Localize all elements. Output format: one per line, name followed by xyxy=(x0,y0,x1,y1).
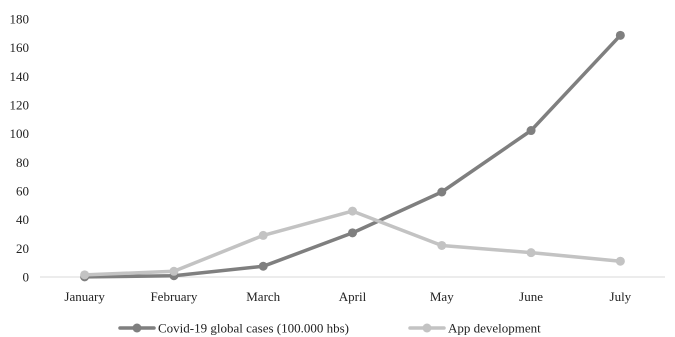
series-1-point xyxy=(526,126,536,136)
y-tick-label: 180 xyxy=(10,12,30,27)
series-line-1 xyxy=(82,33,623,279)
series-1-point xyxy=(348,228,357,238)
series-2-point xyxy=(615,256,625,266)
y-tick-label: 140 xyxy=(10,69,30,84)
series-2-point xyxy=(437,240,447,250)
y-tick-label: 100 xyxy=(10,126,30,141)
series-1-point xyxy=(615,30,625,40)
series-1-point xyxy=(258,261,268,271)
x-tick-label: April xyxy=(339,289,367,304)
legend: Covid-19 global cases (100.000 hbs) App d… xyxy=(118,321,541,336)
series-2-point xyxy=(348,206,357,216)
x-tick-label: March xyxy=(246,289,280,304)
y-tick-label: 60 xyxy=(16,184,29,199)
legend-label: Covid-19 global cases (100.000 hbs) xyxy=(158,321,349,336)
x-tick-label: February xyxy=(150,289,197,304)
y-tick-label: 20 xyxy=(16,241,29,256)
x-tick-label: June xyxy=(519,289,543,304)
y-tick-label: 120 xyxy=(10,98,30,113)
series-2-point xyxy=(526,248,536,258)
legend-swatch-marker xyxy=(132,323,142,333)
y-tick-label: 0 xyxy=(23,270,30,285)
y-tick-label: 40 xyxy=(16,212,29,227)
y-tick-label: 80 xyxy=(16,155,29,170)
series-2-point xyxy=(258,230,268,240)
x-axis-tick-labels: January February March April May June July xyxy=(64,289,631,304)
x-tick-label: January xyxy=(64,289,105,304)
series-2-point xyxy=(80,270,90,280)
series-line-2 xyxy=(82,209,623,277)
series-1-point xyxy=(437,187,447,197)
series-layer xyxy=(80,30,625,282)
y-axis-tick-labels: 0 20 40 60 80 100 120 140 160 180 xyxy=(10,12,30,285)
legend-swatch-marker xyxy=(422,323,432,333)
legend-label: App development xyxy=(448,321,541,336)
x-tick-label: July xyxy=(610,289,632,304)
x-tick-label: May xyxy=(430,289,454,304)
y-tick-label: 160 xyxy=(10,40,30,55)
series-2-point xyxy=(169,266,179,276)
